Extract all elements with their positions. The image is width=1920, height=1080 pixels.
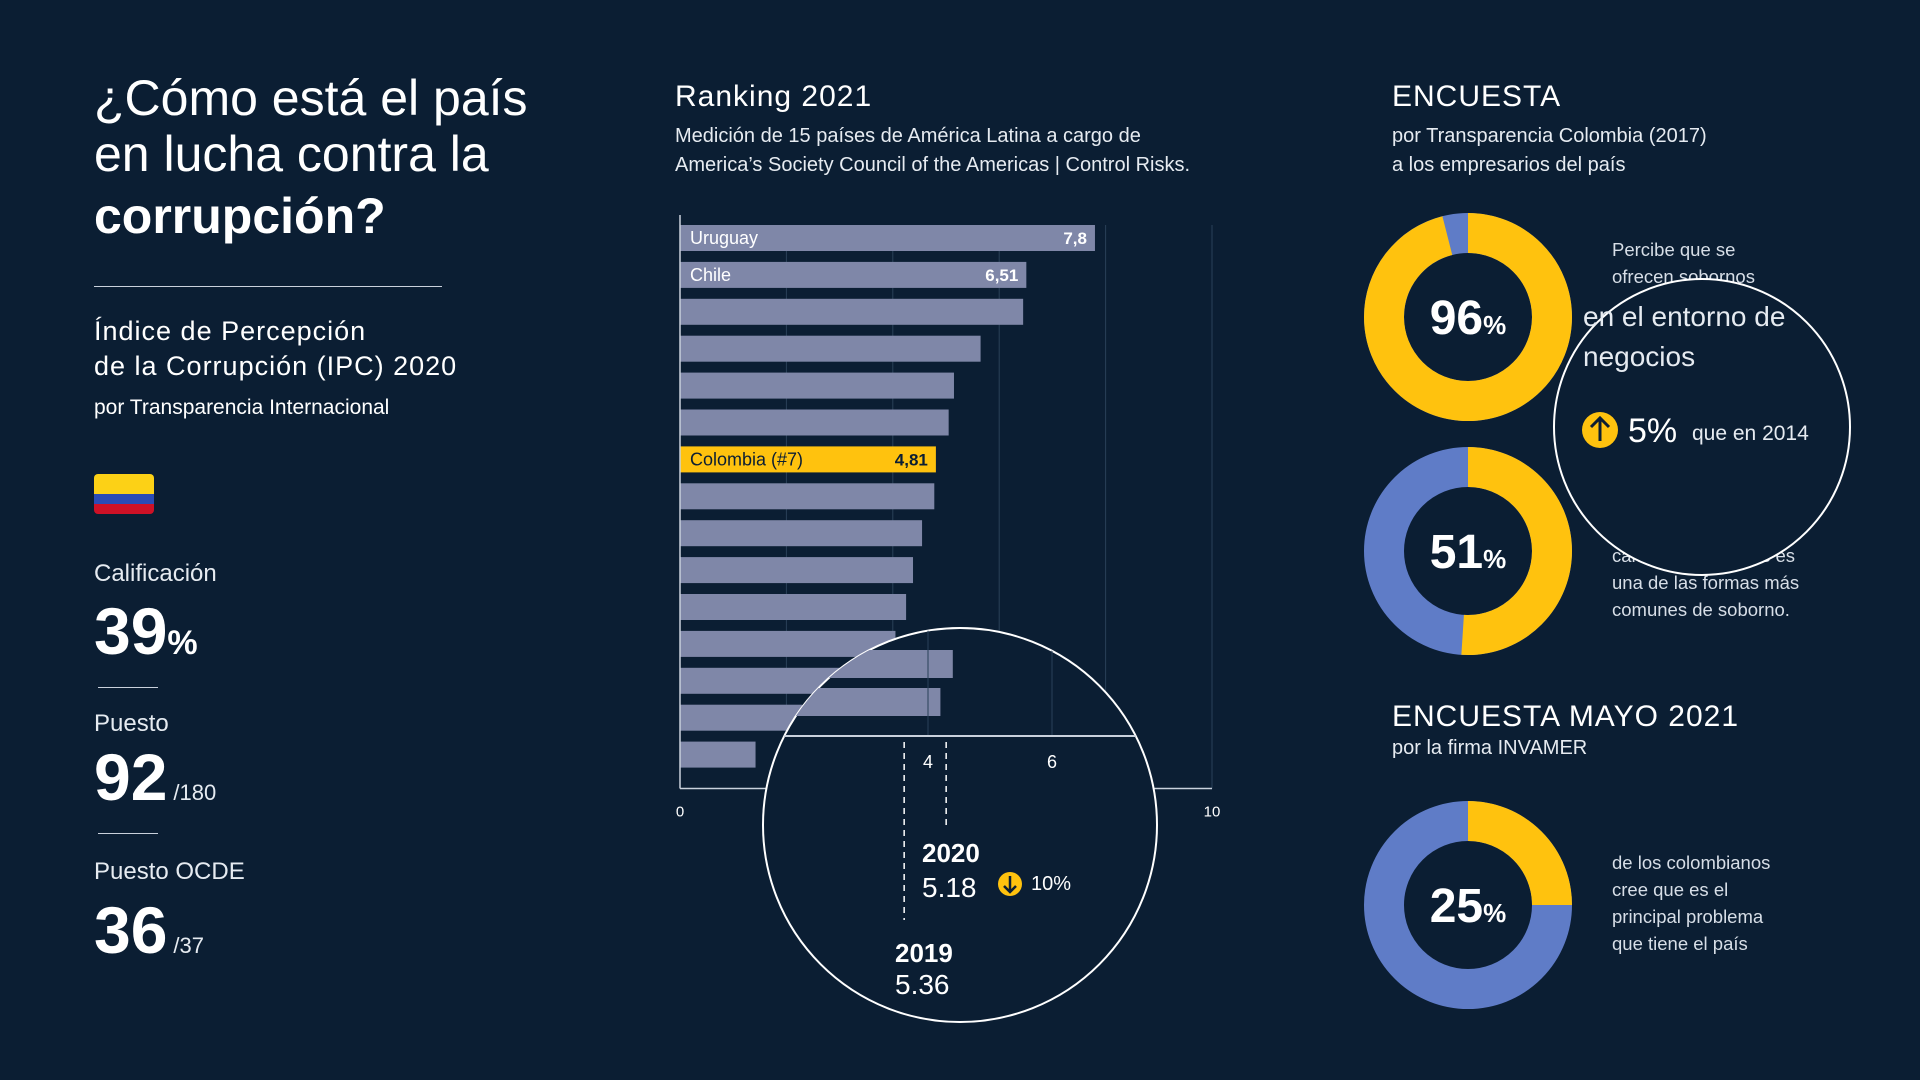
donut-value-arc bbox=[1364, 447, 1572, 655]
title-divider bbox=[94, 286, 442, 287]
encuesta-sub-line-2: a los empresarios del país bbox=[1392, 154, 1626, 176]
donut-value-arc bbox=[1364, 213, 1572, 421]
stat-of: /180 bbox=[173, 780, 217, 805]
arrow-up-glyph bbox=[1589, 415, 1611, 441]
annotation-value-2019: 5.36 bbox=[895, 969, 950, 1000]
annotation-change-2020: 10% bbox=[1031, 873, 1071, 895]
donut-number: 25 bbox=[1430, 880, 1483, 933]
donut3-text: de los colombianos cree que es el princi… bbox=[1612, 849, 1770, 957]
annotation-year-2020: 2020 bbox=[922, 838, 980, 868]
ipc-title-line-2: de la Corrupción (IPC) 2020 bbox=[94, 351, 458, 381]
donut2-text-line-2: una de las formas más bbox=[1612, 572, 1800, 593]
donut3-text-line-4: que tiene el país bbox=[1612, 933, 1748, 954]
stat-calificacion: 39% bbox=[94, 596, 198, 666]
stat-ocde: 36/37 bbox=[94, 895, 204, 965]
donut1-text-line-1: Percibe que se bbox=[1612, 239, 1736, 260]
encuesta2-title: ENCUESTA MAYO 2021 bbox=[1392, 700, 1740, 733]
donut2-text-line-3: comunes de soborno. bbox=[1612, 599, 1790, 620]
title-bold: corrupción? bbox=[94, 188, 386, 244]
bar bbox=[680, 557, 914, 584]
colombia-flag-icon bbox=[94, 474, 154, 514]
stat-value: 36 bbox=[94, 893, 168, 967]
bar-category-label: Uruguay bbox=[690, 228, 758, 248]
donut-number: 51 bbox=[1430, 526, 1483, 579]
ranking-title: Ranking 2021 bbox=[675, 80, 873, 113]
stat-value: 92 bbox=[94, 740, 168, 814]
lens-pct: 5% bbox=[1628, 412, 1677, 450]
encuesta-subtitle: por Transparencia Colombia (2017) a los … bbox=[1392, 122, 1707, 180]
bar-category-label: Colombia (#7) bbox=[690, 449, 803, 469]
zoom-tick-label: 4 bbox=[923, 752, 933, 772]
donut-51: 51% bbox=[1364, 447, 1572, 655]
annotation-year-2019: 2019 bbox=[895, 938, 953, 968]
donut-number: 96 bbox=[1430, 292, 1483, 345]
bar-value-label: 4,81 bbox=[895, 450, 928, 469]
stat-of: /37 bbox=[173, 933, 205, 958]
page-title: ¿Cómo está el país en lucha contra la co… bbox=[94, 70, 528, 244]
chart-bars: Uruguay 7,8 Chile 6,51 Colombia (#7) 4,81 bbox=[680, 225, 1095, 768]
bar bbox=[680, 335, 981, 362]
ipc-title: Índice de Percepción de la Corrupción (I… bbox=[94, 314, 457, 384]
bar bbox=[680, 483, 935, 510]
donut-zoom-lens: en el entorno de negocios 5% que en 2014 bbox=[1553, 278, 1851, 576]
bar-value-label: 6,51 bbox=[985, 266, 1018, 285]
stat-divider bbox=[98, 833, 158, 834]
arrow-down-glyph bbox=[1003, 876, 1017, 894]
lens-tail: que en 2014 bbox=[1692, 422, 1809, 445]
bar bbox=[680, 630, 896, 657]
lens-circle bbox=[1553, 278, 1851, 576]
ranking-desc-line-1: Medición de 15 países de América Latina … bbox=[675, 125, 1141, 147]
annotation-value-2020: 5.18 bbox=[922, 872, 977, 903]
donut-label: 51% bbox=[1430, 526, 1507, 579]
bar-category-label: Chile bbox=[690, 265, 731, 285]
x-tick-label: 10 bbox=[1204, 804, 1221, 821]
zoom-circle bbox=[762, 627, 1158, 1023]
bar bbox=[680, 409, 949, 436]
stat-label-calificacion: Calificación bbox=[94, 560, 217, 587]
ipc-source: por Transparencia Internacional bbox=[94, 396, 390, 419]
lens-text-line-1: en el entorno de bbox=[1583, 301, 1785, 332]
stat-label-puesto: Puesto bbox=[94, 710, 169, 737]
bar bbox=[680, 520, 923, 547]
stat-value: 39 bbox=[94, 594, 168, 668]
bar bbox=[680, 261, 1027, 288]
donut-label: 25% bbox=[1430, 880, 1507, 933]
zoom-tick-label: 6 bbox=[1047, 752, 1057, 772]
bar-highlight bbox=[680, 446, 936, 473]
stat-divider bbox=[98, 687, 158, 688]
ipc-title-line-1: Índice de Percepción bbox=[94, 316, 367, 346]
donut-25: 25% bbox=[1364, 801, 1572, 1009]
stat-label-ocde: Puesto OCDE bbox=[94, 858, 245, 885]
bar bbox=[680, 594, 907, 620]
encuesta2-subtitle: por la firma INVAMER bbox=[1392, 737, 1588, 759]
bar-value-label: 7,8 bbox=[1063, 229, 1087, 248]
bar bbox=[680, 225, 1095, 251]
donut-unit: % bbox=[1483, 898, 1506, 928]
x-tick-label: 0 bbox=[676, 804, 684, 821]
bar bbox=[680, 372, 954, 399]
title-line-2: en lucha contra la bbox=[94, 126, 489, 182]
ranking-description: Medición de 15 países de América Latina … bbox=[675, 122, 1190, 180]
ranking-desc-line-2: America’s Society Council of the America… bbox=[675, 154, 1191, 176]
stat-unit: % bbox=[167, 624, 198, 662]
donut-96: 96% bbox=[1364, 213, 1572, 421]
donut-value-arc bbox=[1364, 801, 1572, 1009]
bar bbox=[680, 298, 1024, 325]
donut3-text-line-1: de los colombianos bbox=[1612, 852, 1771, 873]
donut-label: 96% bbox=[1430, 292, 1507, 345]
encuesta-sub-line-1: por Transparencia Colombia (2017) bbox=[1392, 125, 1707, 147]
encuesta-title: ENCUESTA bbox=[1392, 80, 1562, 113]
lens-text-line-2: negocios bbox=[1583, 341, 1695, 372]
bar bbox=[680, 704, 803, 731]
donut-unit: % bbox=[1483, 544, 1506, 574]
bar bbox=[680, 741, 756, 768]
donut3-text-line-2: cree que es el bbox=[1612, 879, 1729, 900]
title-line-1: ¿Cómo está el país bbox=[94, 70, 528, 126]
stat-puesto: 92/180 bbox=[94, 742, 216, 812]
donut3-text-line-3: principal problema bbox=[1612, 906, 1764, 927]
donut-unit: % bbox=[1483, 310, 1506, 340]
